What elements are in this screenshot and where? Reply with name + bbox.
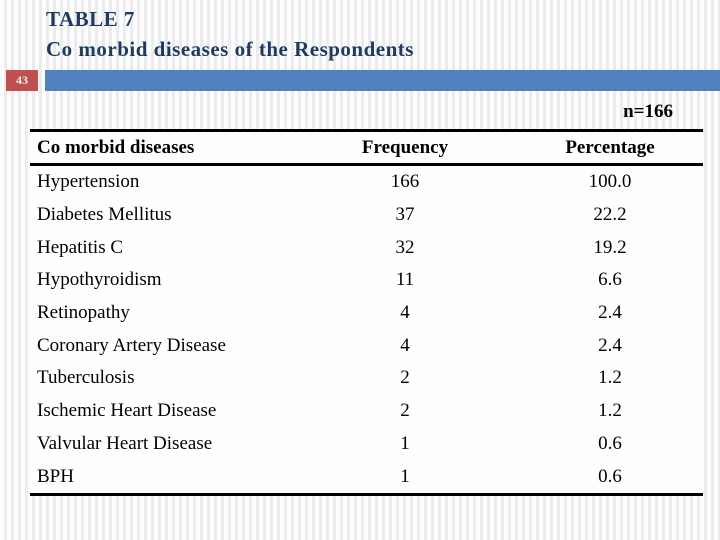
cell-disease: Valvular Heart Disease (37, 432, 213, 454)
cell-frequency: 4 (400, 302, 410, 324)
table-row: Hypertension 166 100.0 (30, 166, 703, 199)
slide-title: TABLE 7 Co morbid diseases of the Respon… (46, 4, 414, 64)
cell-disease: Tuberculosis (37, 367, 135, 389)
cell-percentage: 2.4 (598, 302, 622, 324)
table-row: Retinopathy 4 2.4 (30, 297, 703, 330)
cell-percentage: 6.6 (598, 269, 622, 291)
cell-frequency: 2 (400, 367, 410, 389)
table-row: Ischemic Heart Disease 2 1.2 (30, 395, 703, 428)
cell-percentage: 1.2 (598, 400, 622, 422)
page-number-badge: 43 (6, 70, 38, 91)
cell-disease: Hypothyroidism (37, 269, 162, 291)
cell-percentage: 0.6 (598, 465, 622, 487)
cell-percentage: 0.6 (598, 432, 622, 454)
cell-frequency: 1 (400, 465, 410, 487)
table-row: Tuberculosis 2 1.2 (30, 362, 703, 395)
sample-size-note: n=166 (623, 101, 673, 122)
cell-frequency: 37 (395, 204, 415, 226)
slide-title-line1: TABLE 7 (46, 7, 135, 31)
cell-frequency: 2 (400, 400, 410, 422)
cell-disease: Hepatitis C (37, 236, 124, 258)
cell-percentage: 19.2 (593, 236, 627, 258)
table-row: Diabetes Mellitus 37 22.2 (30, 199, 703, 232)
cell-disease: BPH (37, 465, 74, 487)
table-row: BPH 1 0.6 (30, 460, 703, 493)
table-header-row: Co morbid diseases Frequency Percentage (30, 132, 703, 166)
accent-bar (45, 70, 720, 91)
column-header-percentage: Percentage (565, 136, 655, 158)
table-row: Hypothyroidism 11 6.6 (30, 264, 703, 297)
cell-frequency: 1 (400, 432, 410, 454)
cell-frequency: 11 (395, 269, 415, 291)
cell-frequency: 32 (395, 236, 415, 258)
table-row: Valvular Heart Disease 1 0.6 (30, 428, 703, 461)
comorbid-diseases-table: Co morbid diseases Frequency Percentage … (30, 129, 703, 496)
cell-percentage: 2.4 (598, 334, 622, 356)
cell-disease: Diabetes Mellitus (37, 204, 172, 226)
cell-disease: Ischemic Heart Disease (37, 400, 217, 422)
cell-frequency: 4 (400, 334, 410, 356)
cell-percentage: 1.2 (598, 367, 622, 389)
table-row: Hepatitis C 32 19.2 (30, 231, 703, 264)
table-row: Coronary Artery Disease 4 2.4 (30, 329, 703, 362)
cell-frequency: 166 (390, 171, 420, 193)
cell-disease: Hypertension (37, 171, 140, 193)
column-header-frequency: Frequency (361, 136, 449, 158)
cell-disease: Coronary Artery Disease (37, 334, 226, 356)
cell-disease: Retinopathy (37, 302, 130, 324)
cell-percentage: 100.0 (588, 171, 632, 193)
column-header-disease: Co morbid diseases (37, 136, 195, 158)
slide-title-line2: Co morbid diseases of the Respondents (46, 37, 414, 61)
cell-percentage: 22.2 (593, 204, 627, 226)
